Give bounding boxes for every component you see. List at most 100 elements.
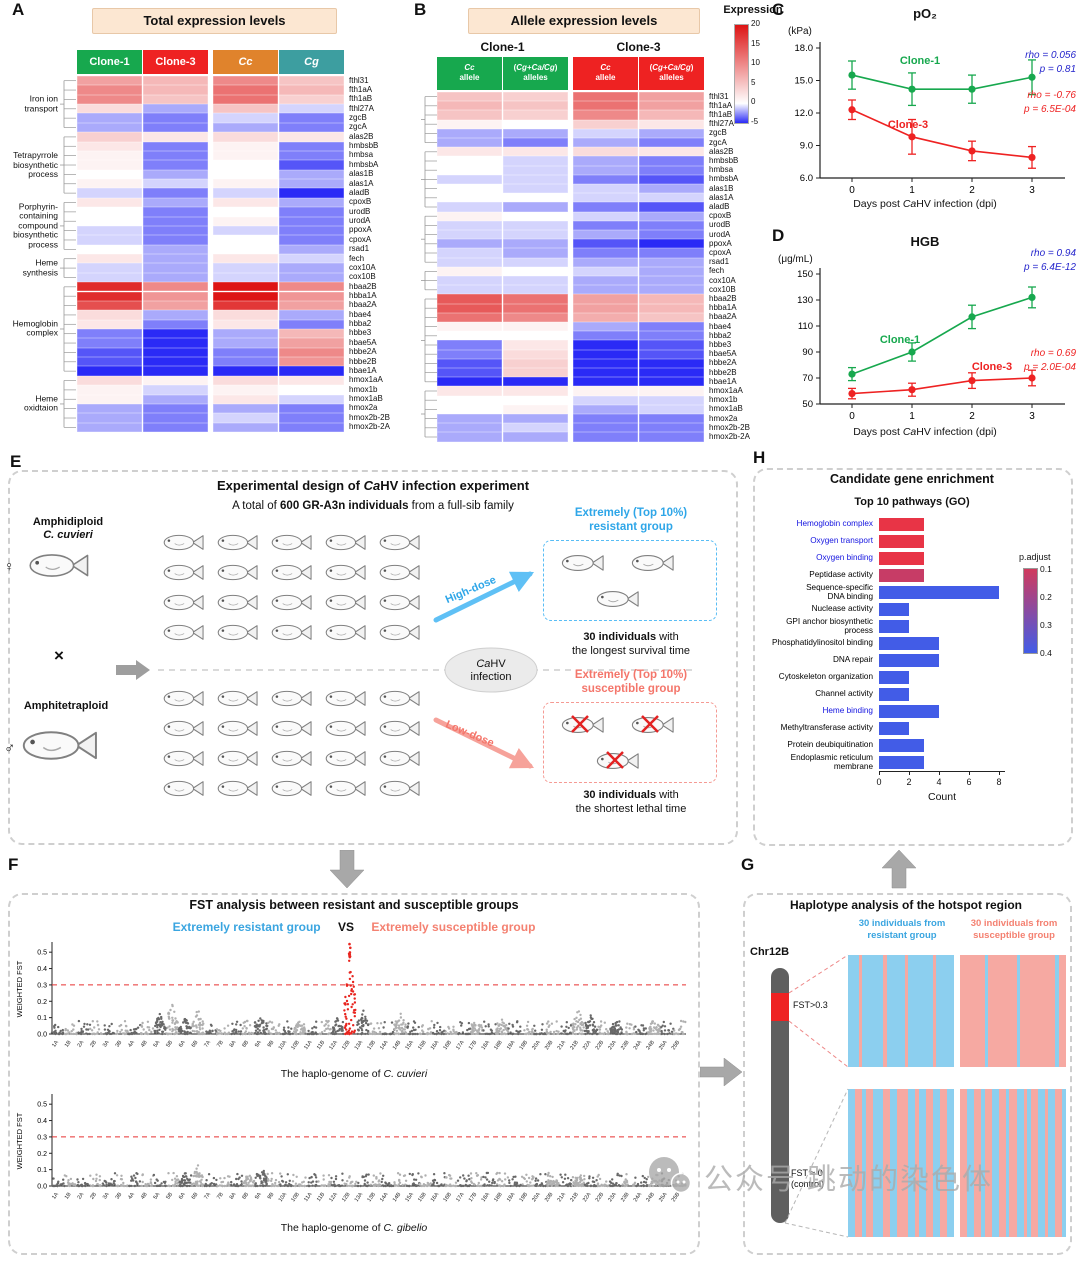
snp-point	[198, 1026, 201, 1029]
snp-point	[476, 1032, 479, 1035]
snp-point	[90, 1029, 94, 1032]
heatmap-cell	[279, 141, 344, 151]
y-tick-label: 0.5	[37, 1102, 47, 1109]
haplotype-stripe	[950, 1089, 954, 1237]
snp-point	[371, 1032, 374, 1036]
snp-point	[350, 989, 353, 992]
snp-point	[361, 1020, 365, 1023]
heatmap-cell	[143, 76, 208, 86]
snp-point	[552, 1032, 555, 1036]
snp-point	[476, 1184, 479, 1188]
panel-label-d: D	[772, 226, 785, 245]
heatmap-cell	[639, 165, 704, 175]
gene-label: hbbe3	[709, 339, 732, 349]
gene-label: fth1aA	[349, 84, 373, 94]
snp-point	[241, 1027, 244, 1030]
haplotype-group-header: 30 individuals from resistant group	[858, 918, 946, 941]
chromosome-label: 11B	[316, 1039, 326, 1050]
chromosome-label: 23B	[620, 1191, 631, 1203]
snp-point	[228, 1175, 231, 1178]
chromosome-label: 7A	[203, 1039, 212, 1048]
haplotype-stripe	[869, 1089, 873, 1237]
snp-point	[147, 1182, 150, 1186]
snp-point	[393, 1181, 396, 1184]
snp-point	[136, 1026, 140, 1029]
haplotype-stripe	[908, 1089, 912, 1237]
snp-point	[454, 1181, 458, 1184]
snp-point	[523, 1029, 526, 1032]
enrichment-bar	[879, 535, 924, 548]
heatmap-cell	[279, 319, 344, 329]
snp-point	[274, 1029, 277, 1032]
heatmap-cell	[639, 110, 704, 120]
snp-point	[603, 1021, 606, 1024]
gene-label: cox10B	[709, 284, 736, 294]
heatmap-cell	[213, 235, 278, 245]
chart-d-xlabel: Days post CaHV infection (dpi)	[853, 426, 997, 438]
snp-point	[61, 1182, 64, 1186]
snp-point	[560, 1025, 563, 1028]
haplotype-stripe	[977, 1089, 982, 1237]
colorbar-tick: 15	[751, 38, 760, 48]
snp-point	[79, 1031, 82, 1035]
snp-point	[265, 1024, 268, 1027]
series-line	[851, 109, 1033, 159]
snp-point	[248, 1024, 252, 1027]
snp-point	[88, 1032, 91, 1036]
haplotype-stripe	[943, 955, 947, 1067]
snp-point	[134, 1028, 137, 1031]
snp-point	[505, 1028, 508, 1031]
heatmap-cell	[573, 257, 638, 267]
snp-point	[345, 1028, 348, 1031]
snp-point	[549, 1175, 552, 1178]
chromosome-label: 19B	[519, 1039, 530, 1051]
bar-x-tick	[999, 771, 1000, 775]
snp-point	[407, 1022, 410, 1025]
snp-point	[356, 1021, 359, 1024]
snp-point	[642, 1180, 646, 1184]
heatmap-cell	[503, 174, 568, 184]
haplotype-stripe	[1012, 1089, 1017, 1237]
snp-point	[471, 1024, 474, 1028]
haplotype-stripe	[1055, 955, 1059, 1067]
snp-point	[402, 1021, 405, 1024]
snp-point	[348, 942, 351, 946]
snp-point	[308, 1176, 311, 1180]
snp-point	[133, 1184, 137, 1188]
chromosome-label: 21B	[569, 1039, 580, 1051]
snp-point	[196, 1180, 199, 1183]
snp-point	[157, 1016, 160, 1020]
snp-point	[212, 1176, 216, 1180]
snp-point	[356, 1184, 359, 1188]
snp-point	[548, 1180, 552, 1184]
series-label: Clone-3	[888, 119, 928, 131]
heatmap-cell	[77, 150, 142, 161]
fish-illustration	[22, 731, 97, 760]
snp-point	[364, 1184, 368, 1187]
snp-point	[286, 1184, 290, 1188]
snp-point	[398, 1181, 402, 1184]
gene-label: hmbsbA	[349, 159, 379, 169]
chromosome-label: 10A	[278, 1191, 289, 1203]
padjust-legend-title: p.adjust	[1019, 552, 1051, 562]
enrichment-bar	[879, 552, 924, 565]
snp-point	[399, 1016, 403, 1019]
snp-point	[412, 1028, 416, 1032]
snp-point	[573, 1029, 576, 1033]
heatmap-cell	[437, 404, 502, 414]
heatmap-cell	[213, 291, 278, 301]
data-point	[968, 377, 976, 385]
chromosome-label: 22A	[582, 1191, 593, 1203]
snp-point	[460, 1024, 463, 1027]
heatmap-cell	[213, 328, 278, 339]
heatmap-cell	[639, 377, 704, 387]
fish-illustration	[217, 624, 258, 641]
heatmap-cell	[437, 322, 502, 332]
heatmap-cell	[143, 413, 208, 423]
chromosome-label: 22A	[582, 1039, 593, 1051]
snp-point	[573, 1017, 576, 1021]
data-point	[968, 147, 976, 155]
heatmap-cell	[503, 257, 568, 267]
heatmap-cell	[573, 156, 638, 166]
snp-point	[584, 1032, 587, 1036]
